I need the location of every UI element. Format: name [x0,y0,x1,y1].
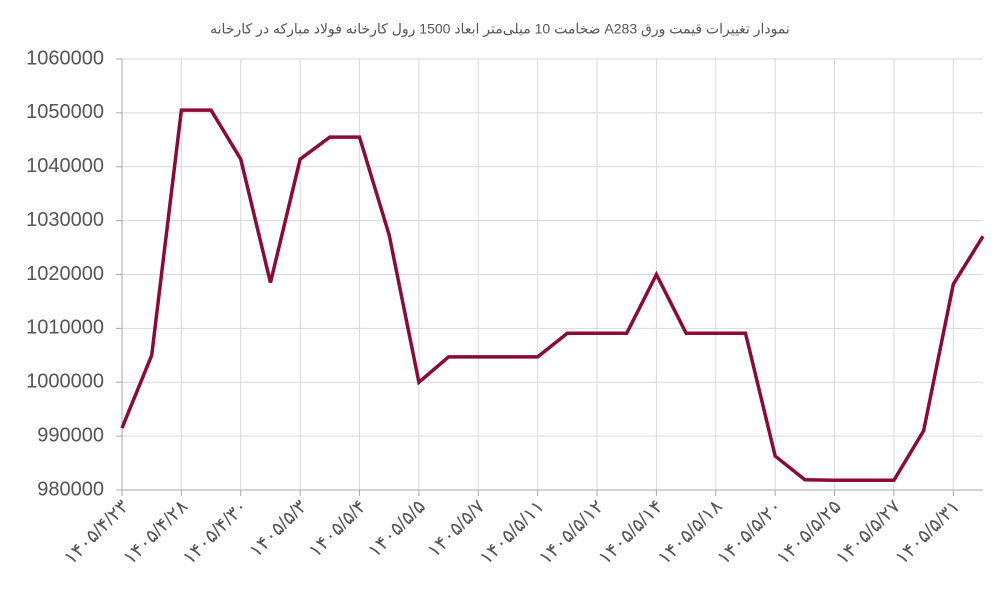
x-tick-label: ۱۴۰۵/۵/۱۸ [654,496,727,569]
x-tick-label: ۱۴۰۵/۵/۳ [246,496,312,562]
x-tick-label: ۱۴۰۵/۵/۳۱ [892,496,965,569]
x-tick-label: ۱۴۰۵/۵/۴ [305,496,371,562]
y-tick-label: 1060000 [26,47,104,69]
y-tick-label: 980000 [37,478,104,500]
y-tick-label: 1020000 [26,263,104,285]
y-tick-label: 990000 [37,424,104,446]
y-tick-label: 1040000 [26,155,104,177]
y-tick-label: 1050000 [26,101,104,123]
chart-title: نمودار تغییرات قیمت ورق A283 ضخامت 10 می… [210,21,790,38]
line [120,108,985,483]
y-tick-label: 1000000 [26,371,104,393]
y-tick-label: 1030000 [26,209,104,231]
x-tick-label: ۱۴۰۵/۴/۳۰ [179,496,252,569]
x-tick-label: ۱۴۰۵/۵/۵ [364,496,430,562]
y-tick-label: 1010000 [26,317,104,339]
